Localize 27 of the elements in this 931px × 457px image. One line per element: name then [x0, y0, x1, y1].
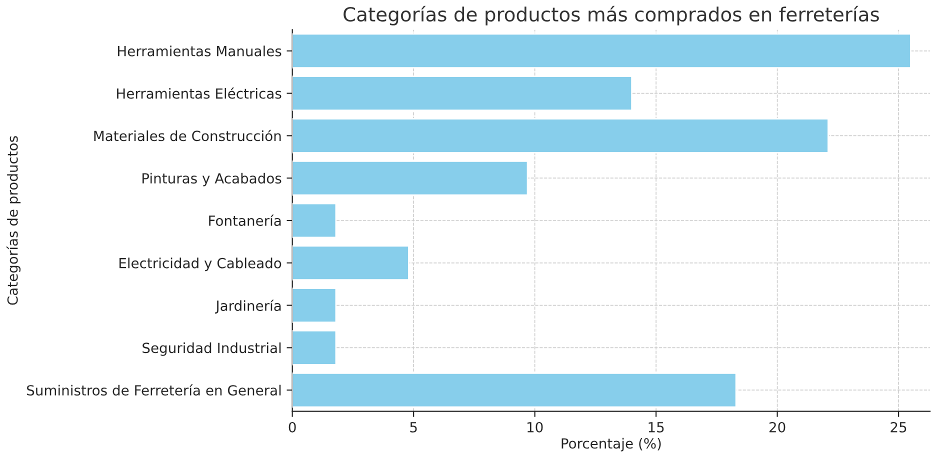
x-tick-label: 10	[528, 422, 543, 432]
y-tick-label: Electricidad y Cableado	[120, 258, 282, 272]
y-axis-title: Categorías de productos	[6, 136, 21, 305]
y-tick-label: Herramientas Eléctricas	[117, 87, 282, 99]
bar	[292, 288, 337, 323]
bar	[292, 33, 912, 69]
bar	[292, 76, 633, 111]
bar	[292, 202, 337, 238]
y-tick-label: Fontanería	[209, 214, 281, 226]
bar	[292, 245, 410, 281]
bar	[292, 372, 737, 408]
y-tick-label: Jardinería	[215, 300, 281, 314]
x-tick-label: 15	[648, 422, 664, 432]
x-axis-title: Porcentaje (%)	[562, 438, 661, 452]
bar	[292, 330, 337, 366]
x-tick-label: 0	[288, 422, 296, 432]
bar	[292, 118, 829, 154]
y-tick-label: Herramientas Manuales	[118, 46, 282, 56]
y-tick-label: Suministros de Ferretería en General	[27, 384, 281, 396]
x-tick-label: 25	[890, 422, 906, 432]
y-tick-label: Materiales de Construcción	[94, 130, 281, 142]
y-tick-label: Pinturas y Acabados	[142, 172, 282, 186]
chart-title: Categorías de productos más comprados en ferreterías	[344, 6, 879, 26]
y-tick-label: Seguridad Industrial	[142, 342, 281, 356]
x-tick-label: 5	[410, 422, 417, 432]
bar	[292, 160, 528, 196]
x-tick-label: 20	[769, 422, 786, 432]
